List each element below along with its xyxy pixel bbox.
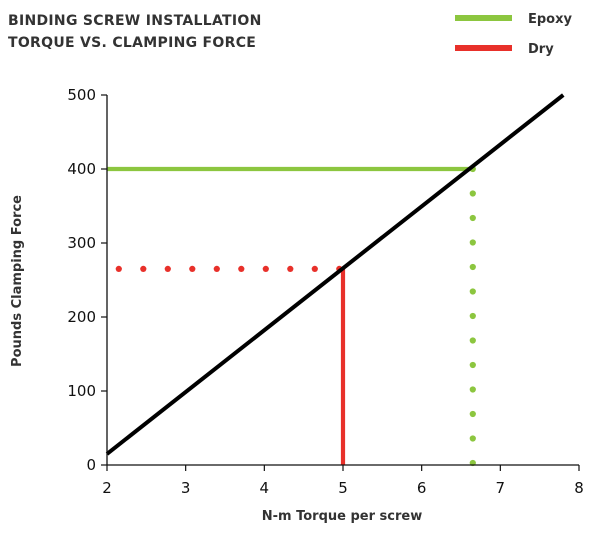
- series-dry-horizontal-dot: [213, 265, 220, 272]
- x-axis-label: N-m Torque per screw: [262, 509, 422, 524]
- series-dry-horizontal-dot: [115, 265, 122, 272]
- series-epoxy-vertical-dot: [469, 239, 476, 246]
- y-axis-label: Pounds Clamping Force: [10, 195, 25, 367]
- series-layer: [105, 93, 565, 467]
- series-dry-horizontal-dot: [189, 265, 196, 272]
- series-dry-horizontal: [115, 265, 343, 272]
- x-tick-label: 2: [102, 479, 112, 497]
- legend-label-dry: Dry: [528, 42, 554, 57]
- series-epoxy-vertical-dot: [469, 190, 476, 197]
- series-dry-horizontal-dot: [262, 265, 269, 272]
- x-tick-label: 5: [338, 479, 348, 497]
- axes-layer: 0 100 200 300 400 500 2 3 4 5 6 7 8: [67, 86, 583, 497]
- series-epoxy-vertical-dot: [469, 214, 476, 222]
- series-epoxy-vertical-dot: [469, 386, 476, 393]
- series-epoxy-vertical-dot: [469, 361, 476, 369]
- x-tick-label: 3: [181, 479, 191, 497]
- y-tick-label: 300: [67, 234, 96, 252]
- series-epoxy-vertical-dot: [469, 337, 476, 344]
- series-epoxy-vertical: [469, 165, 476, 467]
- series-epoxy-vertical-dot: [469, 288, 476, 295]
- y-tick-label: 500: [67, 86, 96, 104]
- series-epoxy-vertical-dot: [469, 263, 476, 271]
- y-tick-label: 0: [86, 456, 96, 474]
- series-dry-horizontal-dot: [164, 265, 171, 272]
- x-tick-label: 8: [574, 479, 584, 497]
- chart-title-line-1: BINDING SCREW INSTALLATION: [8, 13, 262, 29]
- y-tick-label: 400: [67, 160, 96, 178]
- series-epoxy-vertical-dot: [469, 410, 476, 418]
- series-dry-horizontal-dot: [287, 265, 294, 272]
- series-dry-horizontal-dot: [238, 265, 245, 272]
- y-tick-label: 100: [67, 382, 96, 400]
- series-epoxy-vertical-dot: [469, 435, 476, 442]
- x-tick-label: 6: [417, 479, 427, 497]
- chart-title-line-2: TORQUE VS. CLAMPING FORCE: [8, 35, 257, 51]
- legend-layer: Epoxy Dry: [455, 12, 573, 57]
- series-dry-horizontal-dot: [311, 265, 318, 272]
- chart-title: BINDING SCREW INSTALLATION TORQUE VS. CL…: [8, 10, 262, 54]
- series-dry-horizontal-dot: [140, 265, 147, 272]
- x-tick-label: 4: [260, 479, 270, 497]
- x-tick-label: 7: [496, 479, 506, 497]
- series-epoxy-vertical-dot: [469, 312, 476, 320]
- series-relationship: [105, 93, 565, 456]
- legend-label-epoxy: Epoxy: [528, 12, 573, 27]
- y-tick-label: 200: [67, 308, 96, 326]
